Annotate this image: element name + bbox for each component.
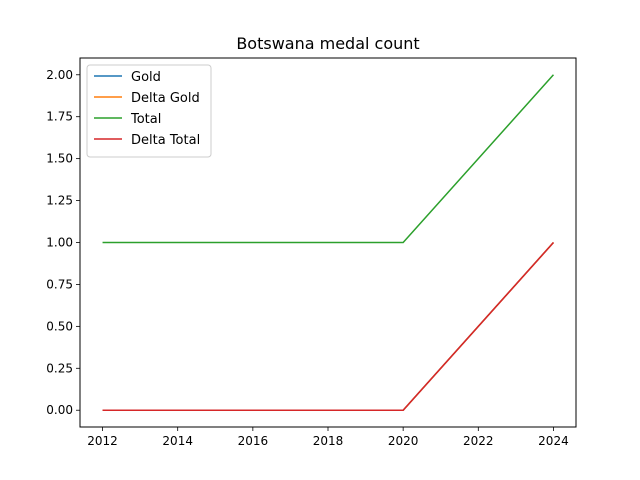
y-tick-label: 0.25 bbox=[46, 361, 73, 375]
x-axis: 2012 2014 2016 2018 2020 2022 2024 bbox=[87, 427, 569, 448]
y-axis: 0.00 0.25 0.50 0.75 1.00 1.25 1.50 1.75 2.00 bbox=[46, 68, 80, 417]
y-tick-label: 0.50 bbox=[46, 319, 73, 333]
y-tick-label: 1.00 bbox=[46, 236, 73, 250]
series-line-2 bbox=[102, 74, 555, 244]
y-tick-label: 2.00 bbox=[46, 68, 73, 82]
x-tick-label: 2024 bbox=[538, 434, 569, 448]
chart-title: Botswana medal count bbox=[236, 34, 419, 53]
legend-label: Total bbox=[130, 112, 161, 127]
y-tick-label: 1.50 bbox=[46, 152, 73, 166]
legend: Gold Delta Gold Total Delta Total bbox=[86, 64, 212, 158]
x-tick-label: 2018 bbox=[313, 434, 344, 448]
series-line-3 bbox=[102, 241, 555, 411]
series-layer bbox=[102, 74, 555, 411]
y-tick-label: 0.00 bbox=[46, 403, 73, 417]
y-tick-label: 1.25 bbox=[46, 194, 73, 208]
x-tick-label: 2020 bbox=[388, 434, 419, 448]
legend-label: Delta Gold bbox=[131, 91, 200, 106]
series-line-1 bbox=[102, 241, 555, 411]
x-tick-label: 2016 bbox=[238, 434, 269, 448]
x-tick-label: 2022 bbox=[463, 434, 494, 448]
legend-box bbox=[86, 64, 212, 158]
series-line-0 bbox=[102, 241, 555, 411]
x-tick-label: 2012 bbox=[87, 434, 118, 448]
legend-label: Delta Total bbox=[131, 133, 200, 148]
legend-label: Gold bbox=[131, 70, 161, 85]
x-tick-label: 2014 bbox=[162, 434, 193, 448]
y-tick-label: 1.75 bbox=[46, 110, 73, 124]
y-tick-label: 0.75 bbox=[46, 277, 73, 291]
